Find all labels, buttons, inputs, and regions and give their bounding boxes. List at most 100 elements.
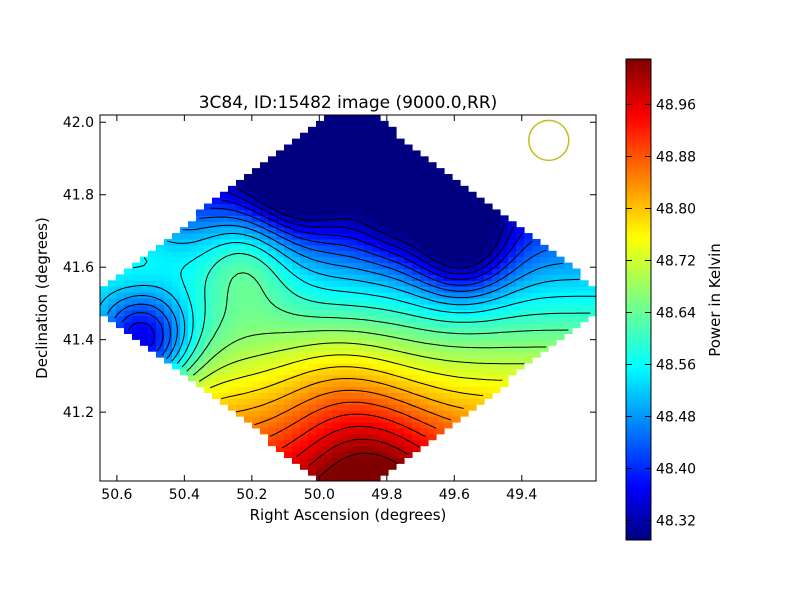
heatmap-cell xyxy=(428,256,437,264)
heatmap-cell xyxy=(308,185,317,193)
heatmap-cell xyxy=(276,345,285,352)
heatmap-cell xyxy=(388,451,397,458)
heatmap-cell xyxy=(580,303,589,311)
heatmap-cell xyxy=(212,380,221,388)
heatmap-cell xyxy=(116,274,125,281)
heatmap-cell xyxy=(428,185,437,193)
heatmap-cell xyxy=(412,286,421,293)
heatmap-cell xyxy=(356,144,365,152)
heatmap-cell xyxy=(484,221,493,228)
heatmap-cell xyxy=(492,333,501,340)
heatmap-cell xyxy=(540,315,549,323)
heatmap-cell xyxy=(388,132,397,140)
heatmap-cell xyxy=(140,333,149,340)
heatmap-cell xyxy=(324,280,333,287)
heatmap-cell xyxy=(564,298,573,305)
heatmap-cell xyxy=(524,315,533,323)
heatmap-cell xyxy=(300,315,309,323)
heatmap-cell xyxy=(372,156,381,163)
heatmap-cell xyxy=(420,351,429,358)
heatmap-cell xyxy=(548,303,557,311)
heatmap-cell xyxy=(340,191,349,199)
heatmap-cell xyxy=(524,250,533,258)
heatmap-cell xyxy=(228,268,237,275)
heatmap-cell xyxy=(468,209,477,216)
heatmap-cell xyxy=(364,132,373,140)
heatmap-cell xyxy=(556,286,565,293)
heatmap-cell xyxy=(412,309,421,317)
heatmap-cell xyxy=(148,292,157,299)
heatmap-cell xyxy=(444,345,453,352)
heatmap-cell xyxy=(204,309,213,317)
heatmap-cell xyxy=(100,286,109,293)
heatmap-cell xyxy=(388,244,397,252)
heatmap-cell xyxy=(348,238,357,246)
heatmap-cell xyxy=(388,238,397,246)
heatmap-cell xyxy=(380,156,389,163)
heatmap-cell xyxy=(396,345,405,352)
heatmap-cell xyxy=(260,345,269,352)
heatmap-cell xyxy=(380,351,389,358)
heatmap-cell xyxy=(388,227,397,234)
heatmap-cell xyxy=(356,368,365,376)
heatmap-cell xyxy=(252,298,261,305)
heatmap-cell xyxy=(428,179,437,187)
heatmap-cell xyxy=(228,357,237,364)
heatmap-cell xyxy=(524,298,533,305)
heatmap-cell xyxy=(380,168,389,175)
heatmap-cell xyxy=(540,345,549,352)
heatmap-cell xyxy=(588,309,596,317)
heatmap-cell xyxy=(284,215,293,222)
heatmap-cell xyxy=(348,362,357,370)
heatmap-cell xyxy=(276,179,285,187)
heatmap-cell xyxy=(372,162,381,169)
heatmap-cell xyxy=(412,203,421,211)
heatmap-cell xyxy=(300,233,309,240)
heatmap-cell xyxy=(340,469,349,476)
heatmap-cell xyxy=(220,274,229,281)
heatmap-cell xyxy=(428,215,437,222)
heatmap-cell xyxy=(436,174,445,181)
heatmap-cell xyxy=(452,386,461,394)
heatmap-cell xyxy=(356,321,365,329)
x-tick-label: 50.2 xyxy=(236,487,267,503)
contour-line xyxy=(106,224,563,360)
heatmap-cell xyxy=(236,244,245,252)
heatmap-cell xyxy=(428,392,437,399)
heatmap-cell xyxy=(428,374,437,382)
heatmap-cell xyxy=(140,256,149,264)
heatmap-cell xyxy=(244,327,253,335)
heatmap-cell xyxy=(372,368,381,376)
heatmap-cell xyxy=(212,339,221,346)
heatmap-cell xyxy=(476,386,485,394)
heatmap-cell xyxy=(396,427,405,435)
heatmap-cell xyxy=(404,315,413,323)
heatmap-cell xyxy=(348,357,357,364)
heatmap-cell xyxy=(140,303,149,311)
heatmap-cell xyxy=(324,179,333,187)
heatmap-cell xyxy=(340,244,349,252)
heatmap-cell xyxy=(276,321,285,329)
heatmap-cell xyxy=(164,262,173,270)
heatmap-cell xyxy=(580,286,589,293)
heatmap-cell xyxy=(228,303,237,311)
heatmap-cell xyxy=(396,174,405,181)
heatmap-cell xyxy=(324,168,333,175)
heatmap-cell xyxy=(356,451,365,458)
heatmap-cell xyxy=(484,203,493,211)
heatmap-cell xyxy=(364,362,373,370)
heatmap-cell xyxy=(508,262,517,270)
heatmap-cell xyxy=(372,380,381,388)
heatmap-cell xyxy=(524,268,533,275)
heatmap-cell xyxy=(404,374,413,382)
heatmap-cell xyxy=(356,262,365,270)
heatmap-cell xyxy=(348,345,357,352)
heatmap-cell xyxy=(564,315,573,323)
heatmap-cell xyxy=(428,274,437,281)
heatmap-cell xyxy=(244,256,253,264)
heatmap-cell xyxy=(396,150,405,157)
heatmap-cell xyxy=(476,380,485,388)
heatmap-cell xyxy=(380,286,389,293)
heatmap-cell xyxy=(364,475,373,481)
heatmap-cell xyxy=(268,274,277,281)
